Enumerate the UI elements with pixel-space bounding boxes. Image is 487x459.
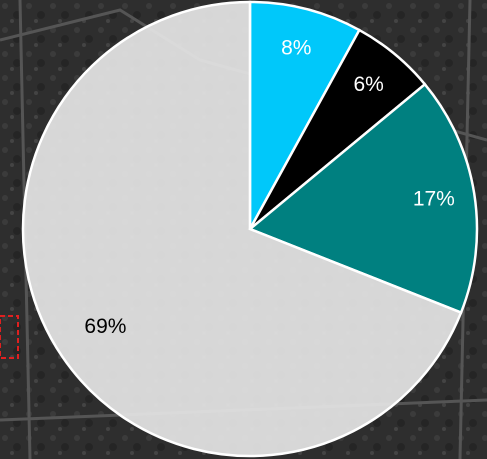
- data-label: 69%: [84, 315, 126, 338]
- pie-slice: [21, 0, 463, 458]
- map-marker: [0, 315, 19, 359]
- pie: 8% 6% 17% 69%: [21, 0, 479, 458]
- pie-slice: [248, 0, 362, 230]
- data-label: 17%: [413, 187, 455, 210]
- data-label: 8%: [281, 36, 311, 59]
- data-label: 6%: [353, 73, 383, 96]
- pie-slice: [247, 82, 479, 315]
